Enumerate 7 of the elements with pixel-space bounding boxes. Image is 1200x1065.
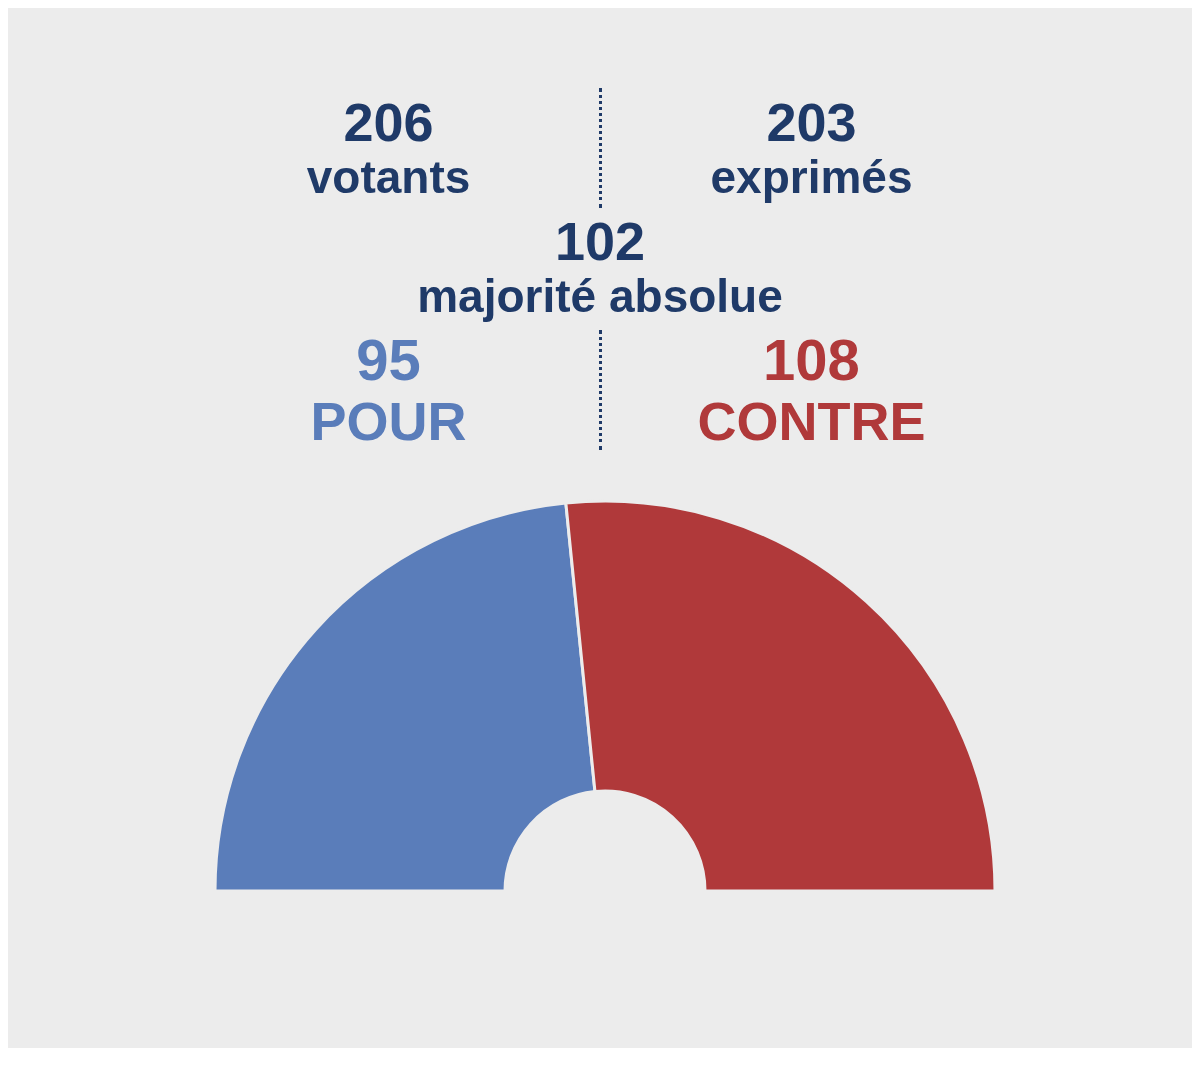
data-label: 95	[355, 326, 422, 392]
text: 102 majorité absolue	[416, 211, 784, 323]
data-label: 108	[762, 326, 861, 392]
slice-label: CONTRE	[696, 390, 927, 452]
slice-label: POUR	[309, 390, 468, 452]
text: 203 exprimés	[709, 92, 914, 204]
text: 206 votants	[305, 92, 472, 204]
